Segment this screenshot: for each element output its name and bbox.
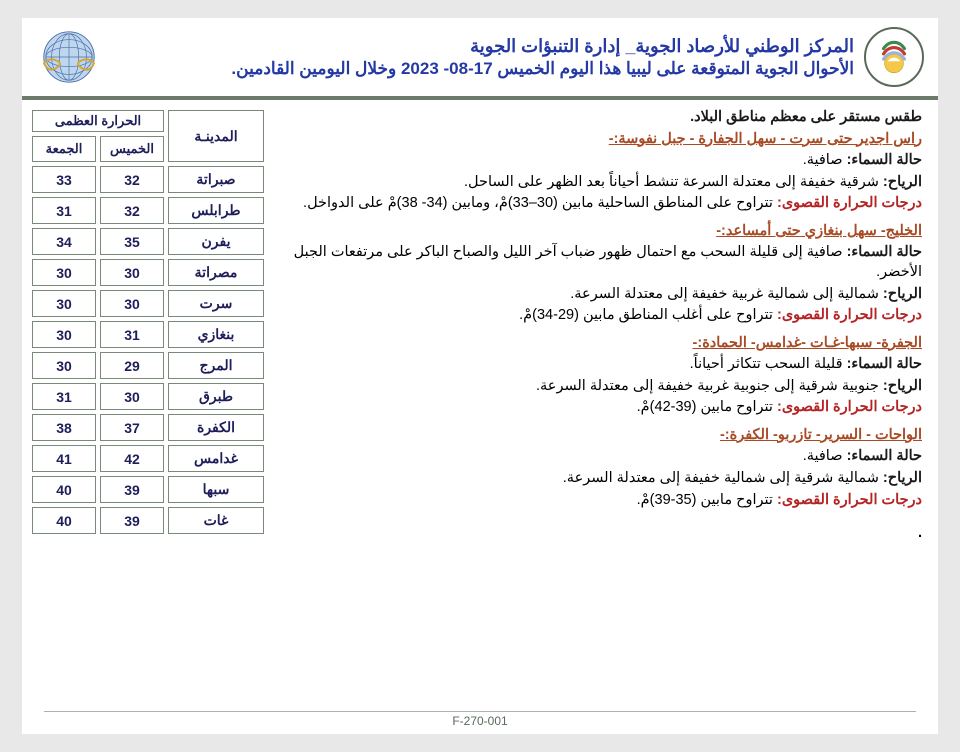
table-row: غدامس4241 — [32, 445, 264, 472]
cell-city: طرابلس — [168, 197, 264, 224]
cell-thursday: 37 — [100, 414, 164, 441]
cell-thursday: 29 — [100, 352, 164, 379]
region-sky: حالة السماء: صافية. — [276, 447, 922, 467]
col-max: الحرارة العظمى — [32, 110, 164, 132]
cell-friday: 30 — [32, 259, 96, 286]
region-block: الخليج- سهل بنغازي حتى أمساعد:-حالة السم… — [276, 222, 922, 326]
header-line-2: الأحوال الجوية المتوقعة على ليبيا هذا ال… — [112, 59, 854, 79]
cell-friday: 33 — [32, 166, 96, 193]
table-row: طبرق3031 — [32, 383, 264, 410]
cell-thursday: 32 — [100, 166, 164, 193]
wmo-logo-icon — [36, 24, 102, 90]
table-row: المرج2930 — [32, 352, 264, 379]
region-temp: درجات الحرارة القصوى: تتراوح مابين (39-4… — [276, 398, 922, 418]
body: طقس مستقر على معظم مناطق البلاد. راس اجد… — [22, 100, 938, 546]
region-temp: درجات الحرارة القصوى: تتراوح على المناطق… — [276, 194, 922, 214]
cell-thursday: 35 — [100, 228, 164, 255]
cell-friday: 40 — [32, 476, 96, 503]
region-block: الجفرة- سبها-غـات -غدامس- الحمادة:-حالة … — [276, 334, 922, 418]
temperature-table: المدينـة الحرارة العظمى الخميس الجمعة صب… — [28, 106, 268, 546]
table-row: صبراتة3233 — [32, 166, 264, 193]
cell-friday: 30 — [32, 290, 96, 317]
region-wind: الرياح: شمالية إلى شمالية غربية خفيفة إل… — [276, 285, 922, 305]
cell-city: طبرق — [168, 383, 264, 410]
cell-city: المرج — [168, 352, 264, 379]
cell-friday: 30 — [32, 321, 96, 348]
cell-friday: 38 — [32, 414, 96, 441]
cell-city: مصراتة — [168, 259, 264, 286]
region-block: الواحات - السرير- تازربو- الكفرة:-حالة ا… — [276, 426, 922, 510]
cell-thursday: 30 — [100, 290, 164, 317]
table-row: بنغازي3130 — [32, 321, 264, 348]
cell-friday: 31 — [32, 383, 96, 410]
cell-thursday: 39 — [100, 476, 164, 503]
region-temp: درجات الحرارة القصوى: تتراوح على أغلب ال… — [276, 306, 922, 326]
page: المركز الوطني للأرصاد الجوية_ إدارة التن… — [22, 18, 938, 734]
cell-city: الكفرة — [168, 414, 264, 441]
region-sky: حالة السماء: صافية إلى قليلة السحب مع اح… — [276, 243, 922, 282]
cell-thursday: 30 — [100, 259, 164, 286]
cell-friday: 41 — [32, 445, 96, 472]
region-wind: الرياح: جنوبية شرقية إلى جنوبية غربية خف… — [276, 377, 922, 397]
cell-friday: 30 — [32, 352, 96, 379]
form-number: F-270-001 — [22, 714, 938, 728]
cell-thursday: 32 — [100, 197, 164, 224]
col-friday: الجمعة — [32, 136, 96, 162]
headline: طقس مستقر على معظم مناطق البلاد. — [276, 108, 922, 128]
table-row: الكفرة3738 — [32, 414, 264, 441]
cell-city: يفرن — [168, 228, 264, 255]
cell-city: بنغازي — [168, 321, 264, 348]
cell-thursday: 39 — [100, 507, 164, 534]
trailing-dot: . — [276, 524, 922, 544]
header-title: المركز الوطني للأرصاد الجوية_ إدارة التن… — [112, 36, 854, 79]
cell-friday: 40 — [32, 507, 96, 534]
cell-thursday: 31 — [100, 321, 164, 348]
col-thursday: الخميس — [100, 136, 164, 162]
cell-city: صبراتة — [168, 166, 264, 193]
region-title: الجفرة- سبها-غـات -غدامس- الحمادة:- — [276, 334, 922, 354]
cell-city: سرت — [168, 290, 264, 317]
table-row: سبها3940 — [32, 476, 264, 503]
region-title: الخليج- سهل بنغازي حتى أمساعد:- — [276, 222, 922, 242]
region-wind: الرياح: شمالية شرقية إلى شمالية خفيفة إل… — [276, 469, 922, 489]
table-row: سرت3030 — [32, 290, 264, 317]
region-title: راس اجدير حتى سرت - سهل الجفارة - جبل نف… — [276, 130, 922, 150]
cell-city: سبها — [168, 476, 264, 503]
table-row: غات3940 — [32, 507, 264, 534]
cell-city: غدامس — [168, 445, 264, 472]
cell-friday: 31 — [32, 197, 96, 224]
org-logo-icon — [864, 27, 924, 87]
header: المركز الوطني للأرصاد الجوية_ إدارة التن… — [22, 18, 938, 100]
table-row: مصراتة3030 — [32, 259, 264, 286]
region-wind: الرياح: شرقية خفيفة إلى معتدلة السرعة تن… — [276, 173, 922, 193]
footer-divider — [44, 711, 916, 712]
region-sky: حالة السماء: قليلة السحب تتكاثر أحياناً. — [276, 355, 922, 375]
table-row: يفرن3534 — [32, 228, 264, 255]
cell-city: غات — [168, 507, 264, 534]
header-line-1: المركز الوطني للأرصاد الجوية_ إدارة التن… — [112, 36, 854, 57]
forecast-text: طقس مستقر على معظم مناطق البلاد. راس اجد… — [274, 106, 932, 546]
region-sky: حالة السماء: صافية. — [276, 151, 922, 171]
col-city: المدينـة — [168, 110, 264, 162]
cell-thursday: 42 — [100, 445, 164, 472]
cell-friday: 34 — [32, 228, 96, 255]
region-block: راس اجدير حتى سرت - سهل الجفارة - جبل نف… — [276, 130, 922, 214]
region-temp: درجات الحرارة القصوى: تتراوح مابين (35-3… — [276, 491, 922, 511]
table-row: طرابلس3231 — [32, 197, 264, 224]
region-title: الواحات - السرير- تازربو- الكفرة:- — [276, 426, 922, 446]
cell-thursday: 30 — [100, 383, 164, 410]
